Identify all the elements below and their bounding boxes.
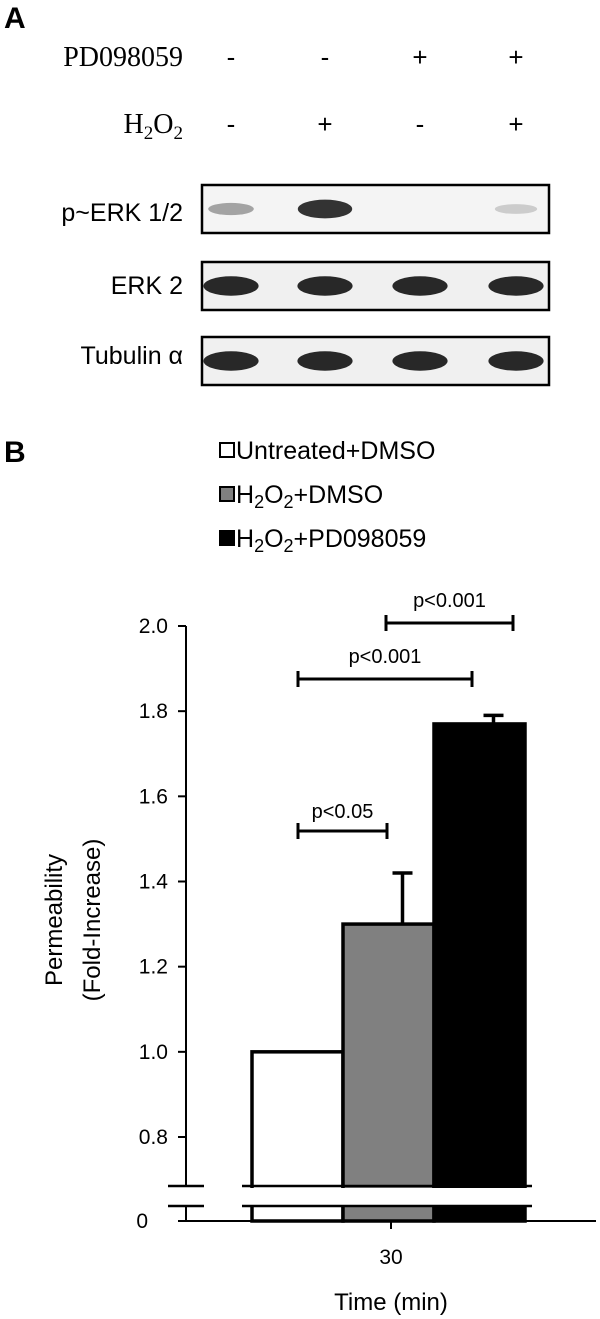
chart-layer: 0.8 1.0 1.2 1.4 1.6 1.8 2.0 0 30 p<0.001 p<0.001 p<… bbox=[136, 590, 596, 1269]
pd-sign-1: - bbox=[227, 42, 236, 72]
legend-swatch-h2o2-pd bbox=[219, 530, 235, 546]
y-axis-title-line1: Permeability bbox=[41, 854, 68, 986]
blot-band bbox=[297, 199, 353, 219]
significance-label: p<0.05 bbox=[312, 801, 374, 823]
blot-band bbox=[488, 351, 544, 371]
y-tick-label: 1.4 bbox=[139, 871, 169, 894]
h2o2-sign-3: - bbox=[416, 109, 425, 139]
treatment-label-h2o2: H2O2 bbox=[124, 109, 183, 144]
h2o2-sign-2: + bbox=[317, 109, 332, 139]
blot-band bbox=[297, 351, 353, 371]
y-tick-label-zero: 0 bbox=[136, 1210, 148, 1233]
bar-2 bbox=[341, 922, 436, 1223]
blot-band bbox=[203, 351, 259, 371]
legend-swatch-h2o2-dmso bbox=[219, 486, 235, 502]
significance-label: p<0.001 bbox=[413, 590, 486, 612]
legend-label-h2o2-pd: H2O2+PD098059 bbox=[236, 525, 426, 556]
blot-label-tubulin: Tubulin α bbox=[81, 342, 183, 370]
blot-label-erk2: ERK 2 bbox=[111, 272, 183, 300]
blot-band bbox=[494, 204, 538, 214]
bar-3 bbox=[432, 722, 527, 1223]
h2o2-sign-4: + bbox=[508, 109, 523, 139]
panel-a-letter: A bbox=[4, 2, 26, 35]
significance-label: p<0.001 bbox=[349, 646, 422, 668]
pd-sign-2: - bbox=[321, 42, 330, 72]
h2o2-sign-1: - bbox=[227, 109, 236, 139]
panel-b-letter: B bbox=[4, 436, 26, 469]
legend-label-untreated: Untreated+DMSO bbox=[236, 437, 435, 465]
pd-sign-3: + bbox=[412, 42, 427, 72]
blot-label-perk: p~ERK 1/2 bbox=[61, 199, 183, 227]
blot-band bbox=[488, 276, 544, 296]
blot-band bbox=[208, 202, 254, 216]
blot-frame-perk bbox=[200, 183, 551, 235]
treatment-label-pd098059: PD098059 bbox=[63, 42, 183, 73]
y-tick-label: 1.2 bbox=[139, 956, 168, 979]
blot-band bbox=[203, 276, 259, 296]
y-tick-label: 1.6 bbox=[139, 785, 168, 808]
legend-label-h2o2-dmso: H2O2+DMSO bbox=[236, 481, 383, 512]
blot-band bbox=[392, 276, 448, 296]
y-tick-label: 0.8 bbox=[139, 1126, 168, 1149]
y-tick-label: 2.0 bbox=[139, 615, 168, 638]
blot-band bbox=[297, 276, 353, 296]
axis-break-band bbox=[168, 1188, 540, 1205]
y-tick-label: 1.0 bbox=[139, 1041, 168, 1064]
legend-swatch-untreated bbox=[219, 442, 235, 458]
pd-sign-4: + bbox=[508, 42, 523, 72]
y-tick-label: 1.8 bbox=[139, 700, 168, 723]
x-axis-title: Time (min) bbox=[334, 1289, 448, 1316]
x-tick-label: 30 bbox=[379, 1246, 402, 1269]
legend: Untreated+DMSO H2O2+DMSO H2O2+PD098059 bbox=[219, 437, 435, 556]
y-axis-title-line2: (Fold-Increase) bbox=[79, 839, 106, 1002]
blot-band bbox=[392, 351, 448, 371]
